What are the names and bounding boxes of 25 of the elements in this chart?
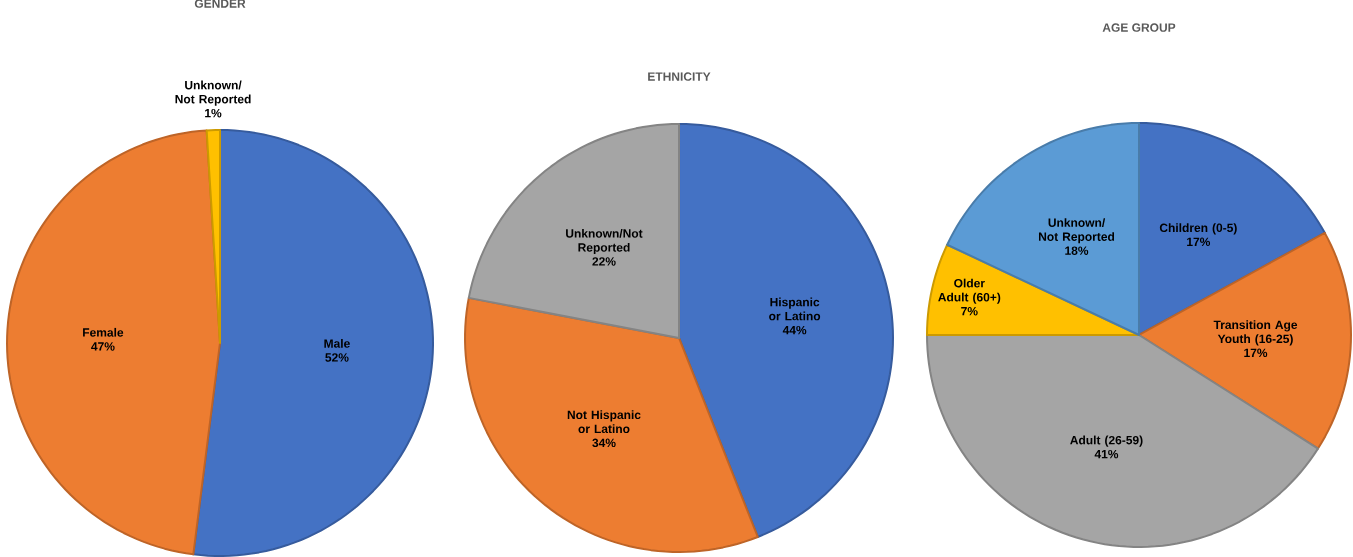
chart-title: AGE GROUP <box>1102 23 1176 32</box>
data-label: 17% <box>1244 348 1268 358</box>
slice-label: Transition Age Youth (16-25) <box>1213 320 1298 346</box>
slice-label: Children (0-5) <box>1159 223 1237 235</box>
chart-title: ETHNICITY <box>648 72 711 81</box>
slice-label: Unknown/ Not Reported <box>1038 218 1115 244</box>
slice-label: Adult (26-59) <box>1070 435 1143 447</box>
slice-label: Not Hispanic or Latino <box>567 410 641 434</box>
slice-label: Unknown/Not Reported <box>566 228 643 255</box>
data-label: 17% <box>1187 237 1211 247</box>
slice-label: Older Adult (60+) <box>938 278 1001 304</box>
data-label: 52% <box>325 353 349 362</box>
data-label: 7% <box>961 307 978 316</box>
data-label: 41% <box>1094 449 1119 459</box>
data-label: 47% <box>91 342 115 351</box>
slice-label: Hispanic or Latino <box>769 297 821 321</box>
slice-label: Male <box>324 338 350 348</box>
slice-label: Unknown/ Not Reported <box>175 80 251 106</box>
slice-label: Female <box>83 327 124 337</box>
data-label: 34% <box>592 438 616 448</box>
chart-title: GENDER <box>194 0 246 8</box>
data-label: 18% <box>1065 246 1089 255</box>
data-label: 44% <box>782 325 807 335</box>
data-label: 1% <box>205 108 222 118</box>
data-label: 22% <box>592 257 616 266</box>
